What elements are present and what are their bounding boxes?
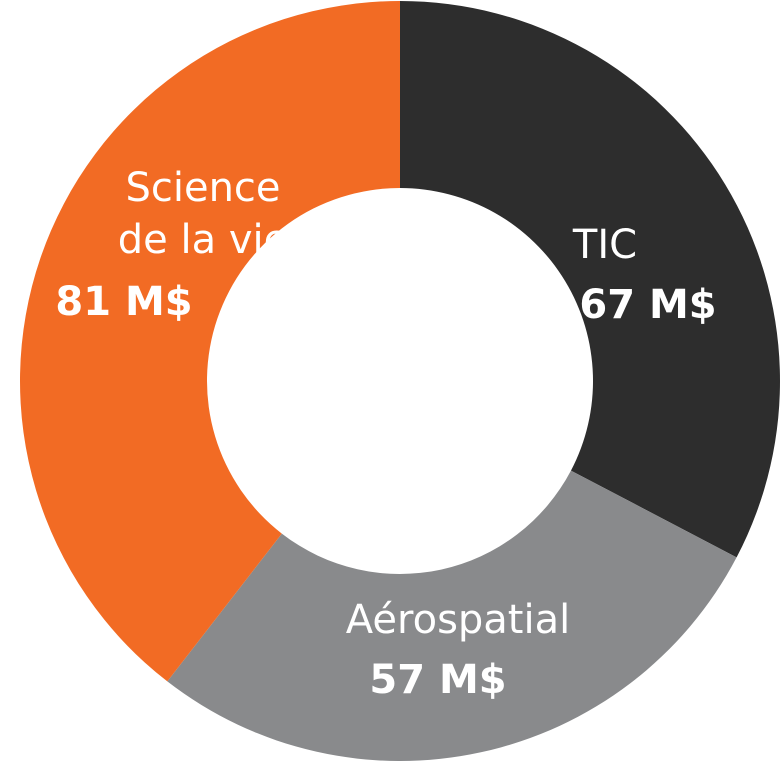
value-label: 67 M$: [579, 282, 717, 328]
value-label: 81 M$: [55, 279, 193, 325]
slice-label: Aérospatial: [345, 597, 571, 643]
donut-slice: [167, 470, 737, 762]
slice-label: TIC: [572, 222, 638, 268]
donut-slice: [400, 1, 780, 558]
slice-label: Science de la vie: [117, 165, 289, 263]
value-label: 57 M$: [369, 657, 507, 703]
donut-slice: [19, 1, 400, 682]
